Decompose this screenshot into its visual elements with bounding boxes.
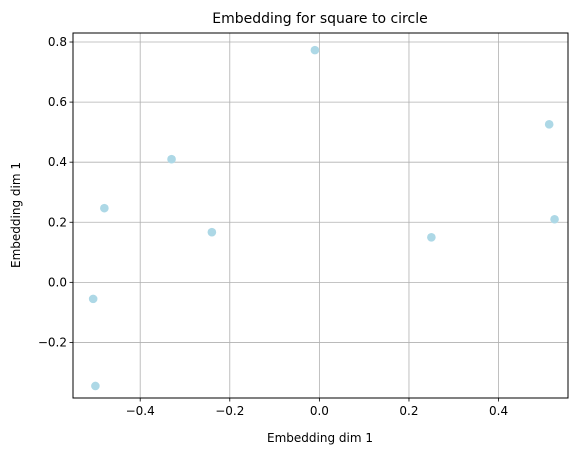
chart-title: Embedding for square to circle	[212, 11, 427, 27]
data-point	[100, 203, 109, 213]
y-tick-label: 0.0	[48, 275, 67, 289]
x-tick-label: 0.2	[399, 404, 418, 418]
x-tick-label: 0.0	[310, 404, 329, 418]
y-tick-label: 0.8	[48, 35, 67, 49]
data-point	[544, 120, 554, 129]
data-point	[88, 294, 98, 304]
x-tick-label: −0.2	[215, 404, 244, 418]
plot-frame	[72, 32, 569, 399]
data-point	[550, 214, 559, 224]
data-point	[207, 227, 217, 237]
data-point	[91, 381, 100, 391]
y-tick-label: 0.4	[48, 155, 67, 169]
grid	[73, 33, 568, 398]
y-tick-label: 0.6	[48, 95, 67, 109]
y-axis-label: Embedding dim 1	[9, 162, 23, 268]
x-tick-label: 0.4	[489, 404, 508, 418]
x-tick-label: −0.4	[126, 404, 155, 418]
x-axis-label: Embedding dim 1	[267, 431, 373, 445]
axis-ticks: −0.4 −0.2 0.0 0.2 0.4 −0.2 0.0 0.2 0.4 0.6 0.8	[38, 35, 508, 418]
data-point	[167, 154, 176, 164]
data-point	[427, 232, 436, 242]
y-tick-label: 0.2	[48, 215, 67, 229]
data-points	[88, 45, 559, 391]
data-point	[310, 45, 320, 55]
y-tick-label: −0.2	[38, 335, 67, 349]
